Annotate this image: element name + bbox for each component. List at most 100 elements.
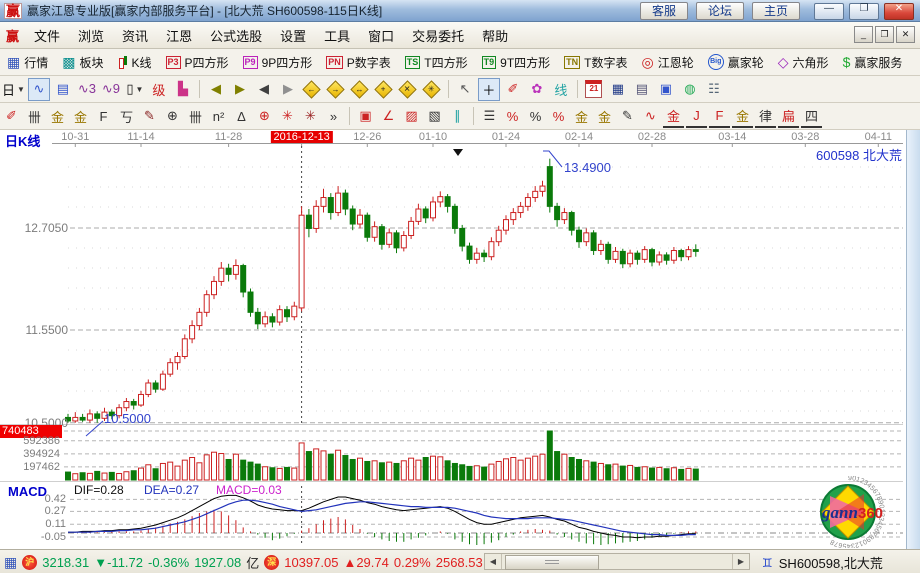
wave3-button[interactable]: ∿3 bbox=[76, 78, 98, 101]
menu-item-窗口[interactable]: 窗口 bbox=[368, 28, 395, 44]
color-chart-button[interactable]: ▙ bbox=[172, 78, 194, 101]
candlestick-chart-canvas[interactable] bbox=[0, 130, 906, 549]
mark-button[interactable]: ✿ bbox=[526, 78, 548, 101]
menu-item-设置[interactable]: 设置 bbox=[280, 28, 307, 44]
menu-item-交易委托[interactable]: 交易委托 bbox=[412, 28, 465, 44]
menu-item-资讯[interactable]: 资讯 bbox=[122, 28, 149, 44]
n2-button[interactable]: n² bbox=[208, 106, 229, 127]
time-circle-button[interactable]: ⊕ bbox=[162, 106, 183, 127]
mdi-minimize-button[interactable]: _ bbox=[854, 26, 873, 43]
brush-button[interactable]: ✐ bbox=[1, 106, 22, 127]
calendar-button[interactable]: 21 bbox=[583, 78, 605, 101]
notepad-button[interactable]: ▤ bbox=[631, 78, 653, 101]
fence3-button[interactable]: 卌 bbox=[185, 106, 206, 127]
compress-x-button[interactable]: ← bbox=[301, 78, 323, 101]
sectors-button[interactable]: ▩ 板块 bbox=[55, 51, 110, 73]
p-square-button[interactable]: P3 P四方形 bbox=[159, 51, 236, 73]
menu-item-浏览[interactable]: 浏览 bbox=[78, 28, 105, 44]
mdi-restore-button[interactable]: ❐ bbox=[875, 26, 894, 43]
kline-button[interactable]: K线 bbox=[111, 51, 159, 73]
gann-grid-button[interactable]: ▨ bbox=[401, 106, 422, 127]
close-button[interactable]: ✕ bbox=[884, 3, 914, 20]
law-angle-button[interactable]: 律 bbox=[755, 105, 776, 128]
mdi-close-button[interactable]: ✕ bbox=[896, 26, 915, 43]
candle-style-selector[interactable]: ▯ ▼ bbox=[124, 78, 146, 101]
gann-list-button[interactable]: ☰ bbox=[479, 106, 500, 127]
percent-down-button[interactable]: % bbox=[502, 106, 523, 127]
next-bar-button[interactable]: ▶ bbox=[277, 78, 299, 101]
j-angle-button[interactable]: J bbox=[686, 105, 707, 128]
maximize-button[interactable]: ❐ bbox=[849, 3, 879, 20]
quotes-button[interactable]: ▦ 行情 bbox=[0, 51, 55, 73]
thread-button[interactable]: 线 bbox=[550, 78, 572, 101]
ink-button[interactable]: ✎ bbox=[617, 106, 638, 127]
menu-item-工具[interactable]: 工具 bbox=[324, 28, 351, 44]
menu-item-公式选股[interactable]: 公式选股 bbox=[210, 28, 263, 44]
winner-wheel-button[interactable]: Big 赢家轮 bbox=[701, 51, 771, 73]
pattern-button[interactable]: 级 bbox=[148, 78, 170, 101]
gold-line-button[interactable]: 金 bbox=[594, 106, 615, 127]
spiral-button[interactable]: 丂 bbox=[116, 106, 137, 127]
quote-list-button[interactable]: ▤ bbox=[52, 78, 74, 101]
gann-grid2-button[interactable]: ▧ bbox=[424, 106, 445, 127]
triangle-rule-button[interactable]: ∆ bbox=[231, 106, 252, 127]
gold-angle2-button[interactable]: 金 bbox=[732, 105, 753, 128]
home-button[interactable]: 主页 bbox=[752, 2, 800, 20]
zoom-all-button[interactable]: + bbox=[373, 78, 395, 101]
service-button[interactable]: 客服 bbox=[640, 2, 688, 20]
forum-button[interactable]: 论坛 bbox=[696, 2, 744, 20]
save-button[interactable]: ▣ bbox=[655, 78, 677, 101]
t9-square-button[interactable]: T9 9T四方形 bbox=[475, 51, 558, 73]
f-fence-button[interactable]: F bbox=[93, 106, 114, 127]
starburst-button[interactable]: ✳ bbox=[277, 106, 298, 127]
calculator-button[interactable]: ▦ bbox=[607, 78, 629, 101]
gann-wheel-button[interactable]: ◎ 江恩轮 bbox=[635, 51, 701, 73]
hexagon-button[interactable]: ◇ 六角形 bbox=[771, 51, 836, 73]
gold-angle-button[interactable]: 金 bbox=[663, 105, 684, 128]
prev-bar-button[interactable]: ◀ bbox=[253, 78, 275, 101]
expand-x-button[interactable]: → bbox=[325, 78, 347, 101]
chart-horizontal-scrollbar[interactable]: ◀ ▶ bbox=[484, 553, 750, 570]
angle-brush-button[interactable]: ✎ bbox=[139, 106, 160, 127]
t-square-button[interactable]: TS T四方形 bbox=[398, 51, 475, 73]
percent-line-button[interactable]: % bbox=[548, 106, 569, 127]
scroll-left-arrow-icon[interactable]: ◀ bbox=[485, 554, 502, 569]
gann-fan-button[interactable]: ∠ bbox=[378, 106, 399, 127]
f-angle-button[interactable]: F bbox=[709, 105, 730, 128]
menu-item-文件[interactable]: 文件 bbox=[34, 28, 61, 44]
gold-circle-button[interactable]: 金 bbox=[571, 106, 592, 127]
menu-item-帮助[interactable]: 帮助 bbox=[482, 28, 509, 44]
trend-button[interactable]: ∿ bbox=[27, 77, 50, 101]
scrollbar-thumb[interactable] bbox=[505, 555, 599, 570]
market-grid-icon[interactable]: ▦ bbox=[4, 554, 18, 570]
boxed-star-button[interactable]: ✳ bbox=[300, 106, 321, 127]
service-tool-button[interactable]: $ 赢家服务 bbox=[836, 51, 910, 73]
chart-vertical-scrollbar[interactable] bbox=[906, 130, 920, 549]
p-table-button[interactable]: PN P数字表 bbox=[319, 51, 398, 73]
parallel-lines-button[interactable]: ∥ bbox=[447, 106, 468, 127]
gold-fence-button[interactable]: 金 bbox=[47, 106, 68, 127]
wave9-button[interactable]: ∿9 bbox=[100, 78, 122, 101]
first-page-button[interactable]: ◀ bbox=[205, 78, 227, 101]
annotate-button[interactable]: ✐ bbox=[502, 78, 524, 101]
more-tools-button[interactable]: » bbox=[323, 106, 344, 127]
minimize-button[interactable]: — bbox=[814, 3, 844, 20]
period-selector[interactable]: 日 ▼ bbox=[1, 78, 26, 101]
gold-fence2-button[interactable]: 金 bbox=[70, 106, 91, 127]
center-button[interactable]: ✳ bbox=[421, 78, 443, 101]
pointer-button[interactable]: ↖ bbox=[454, 78, 476, 101]
reset-zoom-button[interactable]: ✕ bbox=[397, 78, 419, 101]
menu-item-江恩[interactable]: 江恩 bbox=[166, 28, 193, 44]
t-table-button[interactable]: TN T数字表 bbox=[557, 51, 634, 73]
flat-angle-button[interactable]: 扁 bbox=[778, 105, 799, 128]
wave-tool-button[interactable]: ∿ bbox=[640, 106, 661, 127]
scroll-right-arrow-icon[interactable]: ▶ bbox=[732, 554, 749, 569]
four-angle-button[interactable]: 四 bbox=[801, 105, 822, 128]
p9-square-button[interactable]: P9 9P四方形 bbox=[236, 51, 320, 73]
print-button[interactable]: ☷ bbox=[703, 78, 725, 101]
crosshair-button[interactable]: ＋ bbox=[477, 77, 500, 101]
last-page-button[interactable]: ▶ bbox=[229, 78, 251, 101]
mail-button[interactable]: ◍ bbox=[679, 78, 701, 101]
percent-button[interactable]: % bbox=[525, 106, 546, 127]
gann-box-button[interactable]: ▣ bbox=[355, 106, 376, 127]
